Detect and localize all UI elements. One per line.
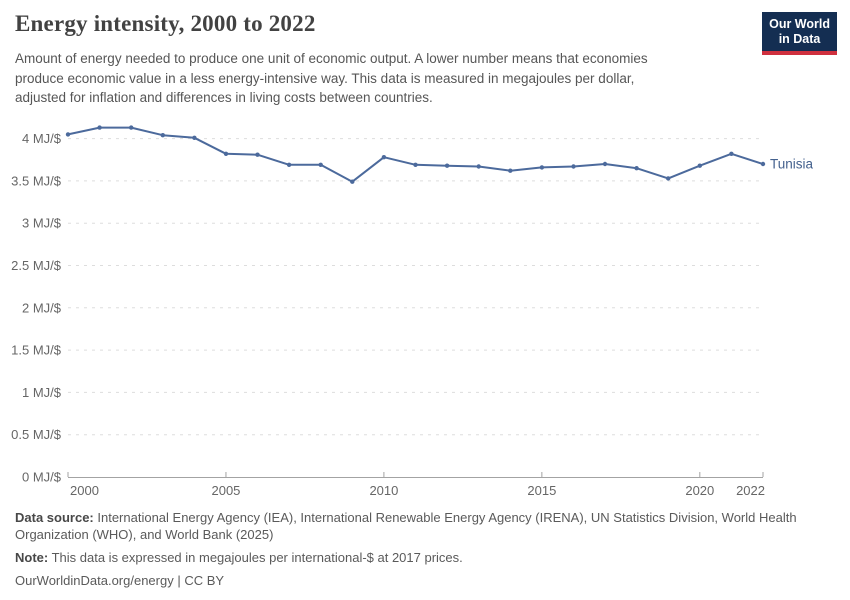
y-axis-tick-label: 4 MJ/$	[22, 131, 62, 146]
data-point	[634, 166, 639, 171]
x-axis-tick-label: 2000	[70, 483, 99, 498]
y-axis-tick-label: 1.5 MJ/$	[11, 343, 62, 358]
data-point	[444, 163, 450, 168]
x-axis-tick-label: 2010	[369, 483, 398, 498]
y-axis-tick-label: 0.5 MJ/$	[11, 427, 62, 442]
data-point	[65, 132, 71, 137]
y-axis-tick-label: 1 MJ/$	[22, 385, 62, 400]
y-axis-tick-label: 2.5 MJ/$	[11, 258, 62, 273]
data-point	[350, 179, 355, 184]
data-point	[697, 163, 702, 168]
data-point	[381, 155, 387, 160]
owid-logo: Our World in Data	[762, 12, 837, 55]
data-point	[97, 125, 102, 130]
data-point	[602, 161, 608, 167]
x-axis-tick-label: 2015	[527, 483, 556, 498]
owid-logo-line2: in Data	[778, 32, 821, 46]
y-axis-tick-label: 0 MJ/$	[22, 470, 62, 485]
series-line-tunisia	[67, 126, 764, 183]
data-point	[539, 165, 545, 170]
data-source-text: Data source: International Energy Agency…	[15, 510, 797, 542]
license-link: OurWorldinData.org/energy | CC BY	[15, 573, 225, 588]
y-axis-tick-label: 3 MJ/$	[22, 216, 62, 231]
note-label: Note:	[15, 550, 49, 565]
data-point	[666, 176, 671, 181]
x-axis-tick-label: 2005	[211, 483, 240, 498]
data-point	[729, 151, 734, 156]
line-chart: 0 MJ/$ 0.5 MJ/$ 1 MJ/$ 1.5 MJ/$ 2 MJ/$ 2.5 MJ…	[11, 125, 814, 498]
data-point	[476, 164, 481, 169]
chart-footer: Data source: International Energy Agency…	[15, 509, 821, 595]
y-axis-tick-label: 3.5 MJ/$	[11, 173, 62, 188]
data-point	[192, 135, 197, 140]
data-point	[160, 133, 165, 138]
page-title: Energy intensity, 2000 to 2022	[15, 11, 316, 36]
x-axis-tick-label: 2022	[736, 483, 765, 498]
x-axis-tick-label: 2020	[685, 483, 714, 498]
data-point	[413, 162, 418, 167]
data-point	[571, 164, 576, 169]
note-text: Note: This data is expressed in megajoul…	[15, 550, 463, 565]
owid-logo-line1: Our World	[769, 17, 830, 31]
data-point	[129, 125, 134, 130]
data-point	[760, 161, 766, 167]
data-point	[508, 168, 513, 173]
chart-subtitle: Amount of energy needed to produce one u…	[15, 51, 648, 105]
data-point	[286, 162, 292, 167]
data-point	[223, 151, 229, 156]
y-axis-tick-label: 2 MJ/$	[22, 300, 62, 315]
data-point	[255, 152, 260, 157]
owid-logo-red-bar	[762, 51, 837, 55]
data-source-label: Data source:	[15, 510, 94, 525]
series-label-tunisia: Tunisia	[770, 156, 814, 171]
data-point	[318, 162, 323, 167]
